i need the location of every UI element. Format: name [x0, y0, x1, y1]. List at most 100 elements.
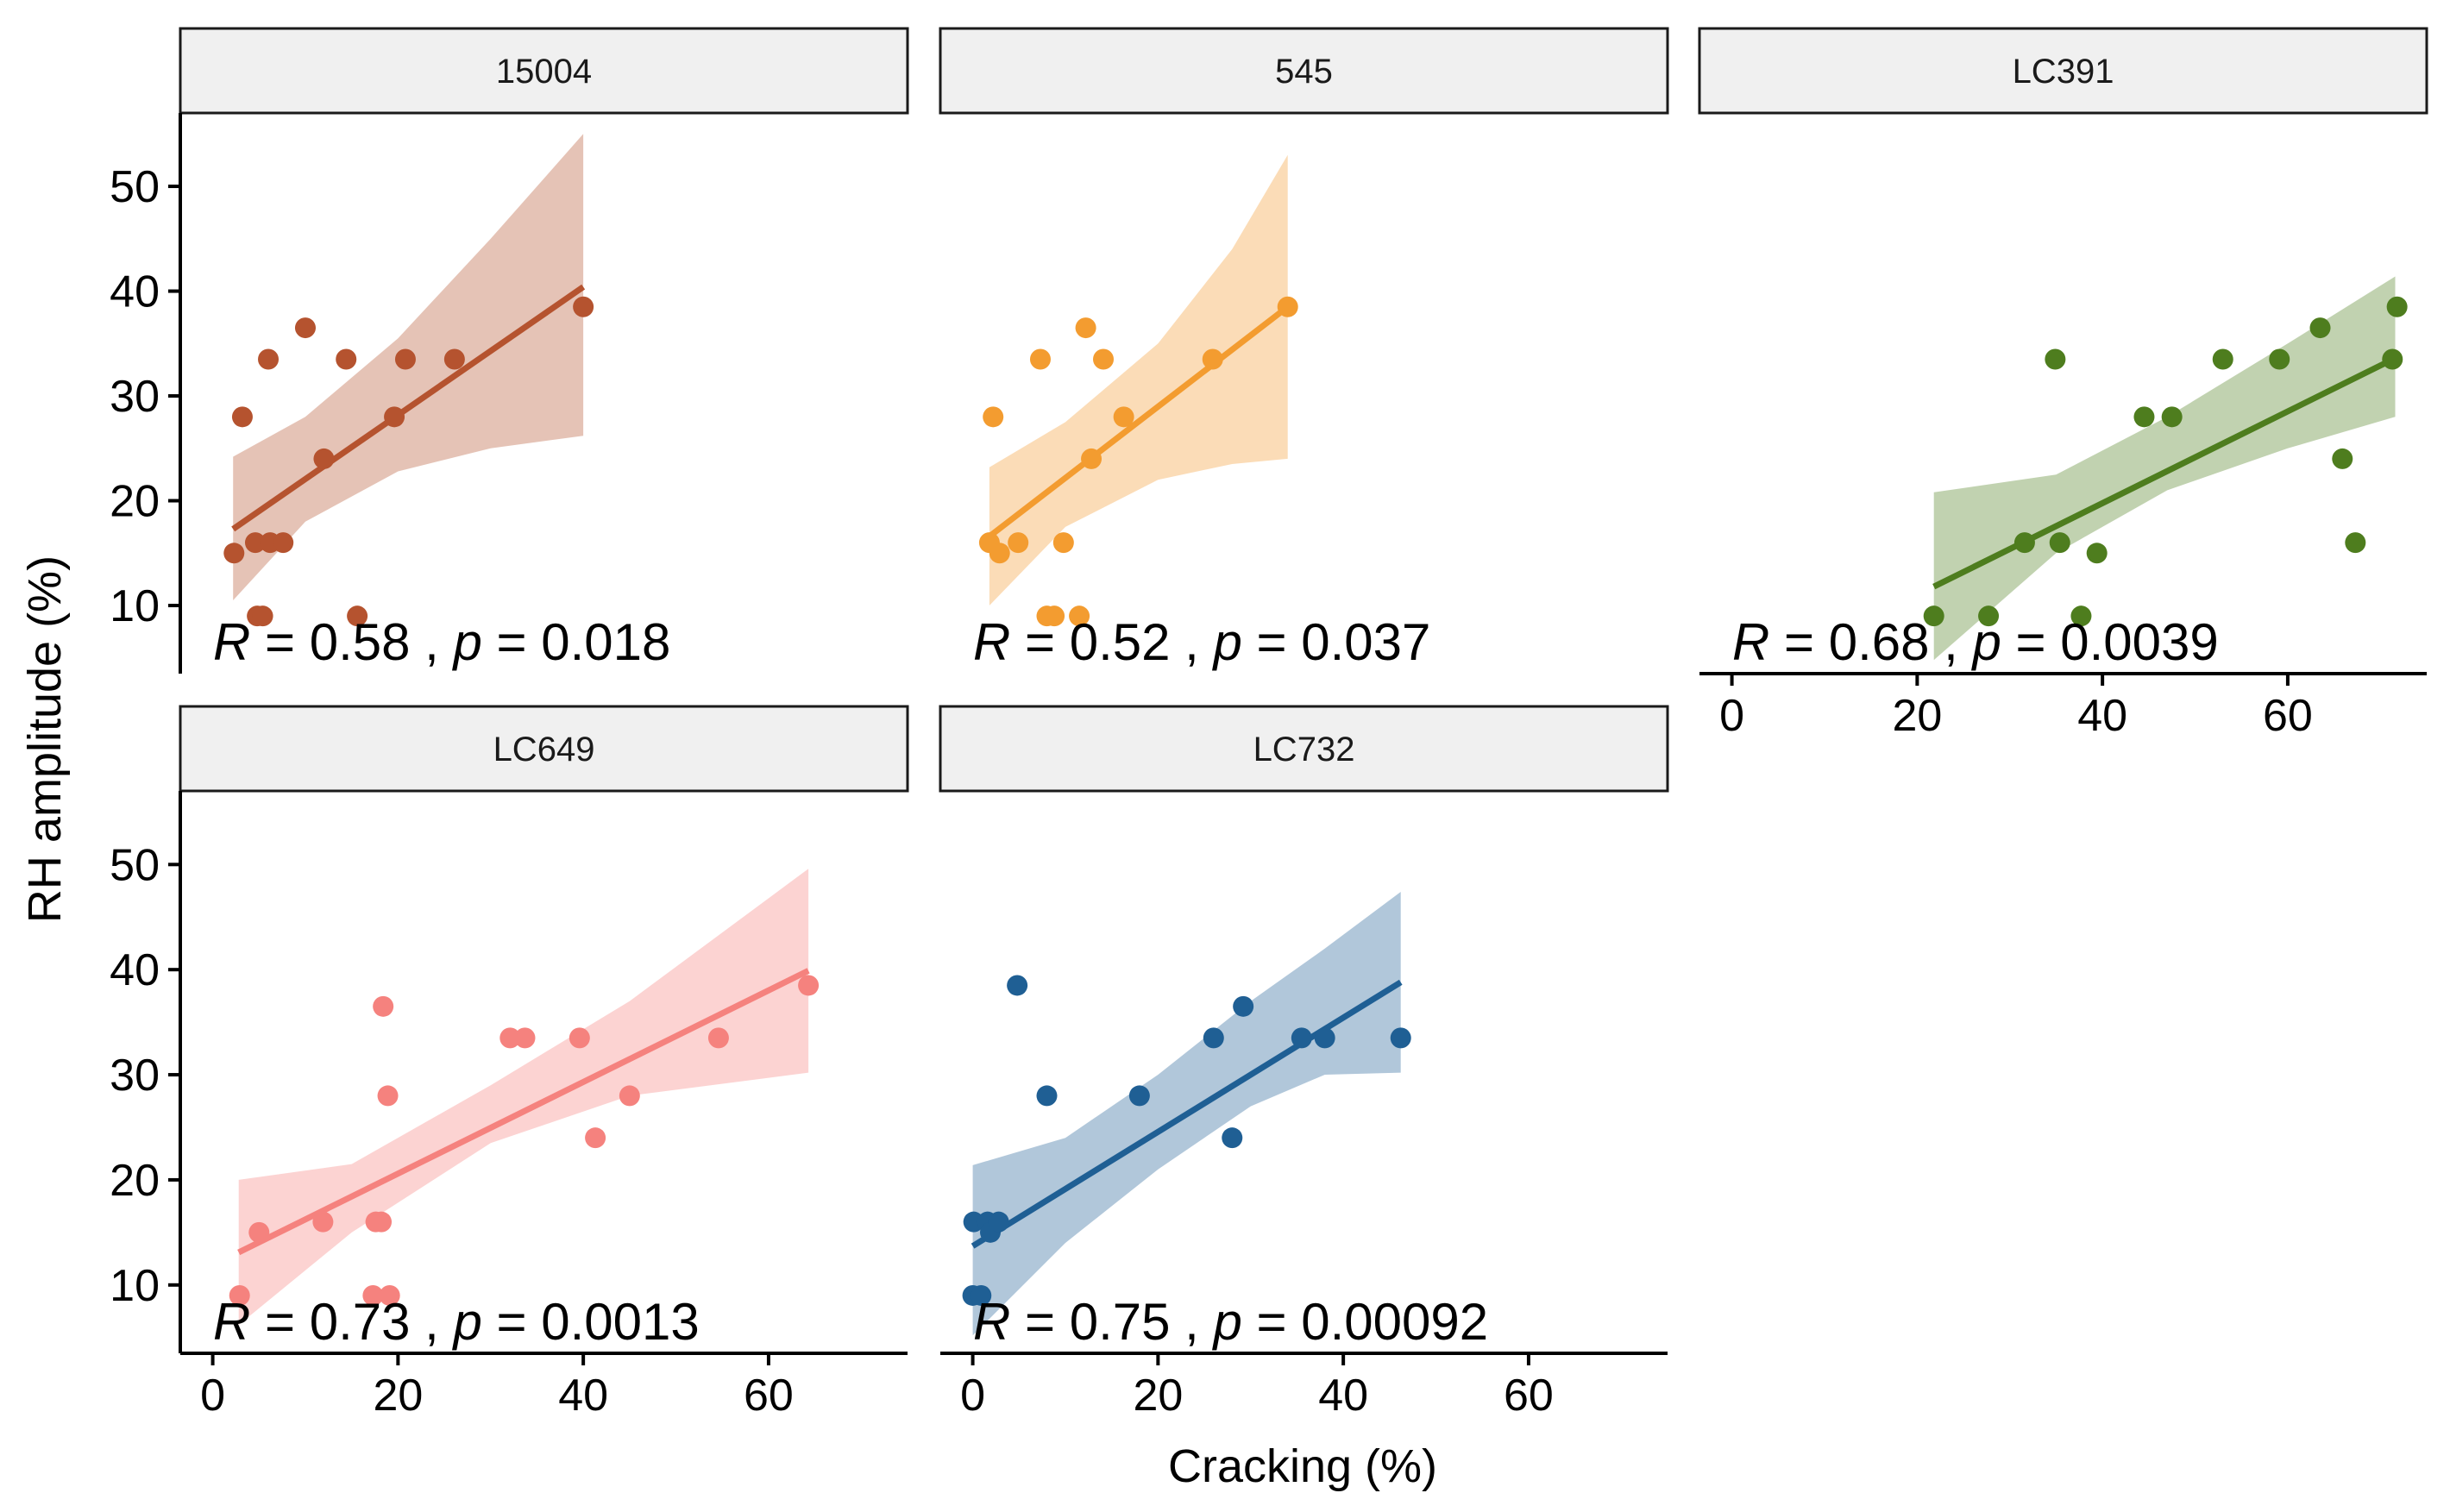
- stat-symbol: p: [452, 613, 482, 671]
- data-point: [707, 1027, 729, 1049]
- correlation-annotation: R = 0.68 , p = 0.0039: [1732, 613, 2219, 671]
- x-tick-label: 60: [1504, 1371, 1554, 1421]
- stat-symbol: p: [1971, 613, 2001, 671]
- data-point: [2269, 348, 2290, 370]
- data-point: [971, 1284, 992, 1306]
- stat-value: = 0.52 ,: [1010, 613, 1213, 671]
- data-point: [371, 1211, 393, 1233]
- data-point: [989, 543, 1010, 564]
- x-tick-label: 40: [2077, 691, 2127, 741]
- y-tick-label: 40: [110, 945, 160, 995]
- stat-value: = 0.018: [482, 613, 671, 671]
- confidence-band: [989, 154, 1288, 606]
- y-axis-title: RH amplitude (%): [19, 555, 71, 923]
- regression-line: [971, 979, 1403, 1249]
- data-point: [1128, 1085, 1150, 1107]
- stat-symbol: R: [213, 613, 250, 671]
- data-point: [2133, 406, 2155, 428]
- data-point: [273, 532, 294, 554]
- facet-strip: [939, 27, 1669, 115]
- data-point: [1008, 532, 1029, 554]
- regression-line: [237, 968, 810, 1256]
- x-axis-title: Cracking (%): [1168, 1440, 1437, 1492]
- data-point: [244, 532, 266, 554]
- x-tick-label: 20: [1133, 1371, 1183, 1421]
- data-point: [2386, 296, 2408, 317]
- data-point: [248, 1221, 270, 1243]
- data-point: [373, 995, 394, 1017]
- data-point: [252, 605, 273, 627]
- data-point: [294, 317, 316, 339]
- data-point: [1202, 348, 1223, 370]
- data-point: [336, 348, 357, 370]
- data-point: [569, 1027, 590, 1049]
- regression-line: [231, 284, 586, 532]
- stat-symbol: R: [213, 1293, 250, 1351]
- stat-symbol: p: [452, 1293, 482, 1351]
- data-point: [231, 406, 253, 428]
- y-tick-label: 30: [110, 372, 160, 422]
- data-point: [1093, 348, 1115, 370]
- data-point: [1978, 605, 2000, 627]
- data-point: [2345, 532, 2366, 554]
- x-tick-label: 0: [1719, 691, 1744, 741]
- data-point: [258, 348, 280, 370]
- x-tick-label: 40: [558, 1371, 608, 1421]
- y-tick-label: 20: [110, 477, 160, 527]
- x-tick-label: 20: [373, 1371, 423, 1421]
- data-point: [983, 406, 1004, 428]
- data-point: [2212, 348, 2233, 370]
- facet-panel-lc391: LC391 0 20 40 60 R = 0.68 , p = 0.0039: [1698, 27, 2428, 741]
- data-point: [1069, 605, 1090, 627]
- x-tick-label: 40: [1318, 1371, 1368, 1421]
- correlation-annotation: R = 0.75 , p = 0.00092: [973, 1293, 1488, 1351]
- x-tick-label: 60: [2263, 691, 2313, 741]
- facet-panel-lc649: LC649 0 20 40 60 10 20 30 40 50 R = 0.73 , p = 0.0…: [110, 705, 909, 1421]
- x-tick-label: 0: [960, 1371, 985, 1421]
- y-tick-label: 10: [110, 1261, 160, 1311]
- y-tick-label: 50: [110, 840, 160, 890]
- data-point: [585, 1127, 606, 1149]
- data-point: [384, 406, 405, 428]
- data-point: [2382, 348, 2403, 370]
- y-tick-label: 20: [110, 1156, 160, 1206]
- data-point: [1233, 995, 1254, 1017]
- y-tick-label: 30: [110, 1051, 160, 1101]
- stat-value: = 0.73 ,: [250, 1293, 453, 1351]
- stat-value: = 0.037: [1242, 613, 1431, 671]
- facet-strip: [179, 27, 909, 115]
- stat-value: = 0.68 ,: [1769, 613, 1972, 671]
- facet-strip: [939, 705, 1669, 793]
- data-point: [362, 1284, 384, 1306]
- facet-strip-label: LC391: [2013, 53, 2114, 91]
- data-point: [514, 1027, 536, 1049]
- confidence-band: [1933, 276, 2396, 661]
- data-point: [988, 1211, 1009, 1233]
- data-point: [379, 1284, 400, 1306]
- data-point: [1390, 1027, 1411, 1049]
- facet-panel-lc732: LC732 0 20 40 60 R = 0.75 , p = 0.00092: [939, 705, 1669, 1421]
- facet-strip-label: 545: [1275, 53, 1333, 91]
- data-point: [2332, 448, 2353, 469]
- data-point: [2309, 317, 2331, 339]
- data-point: [1007, 975, 1028, 996]
- data-point: [313, 448, 335, 469]
- facet-strip-label: LC732: [1253, 731, 1355, 769]
- regression-line: [1932, 355, 2397, 590]
- x-tick-label: 60: [744, 1371, 794, 1421]
- data-point: [312, 1211, 334, 1233]
- stat-symbol: p: [1212, 1293, 1242, 1351]
- facet-strip: [179, 705, 909, 793]
- data-point: [2013, 532, 2035, 554]
- stat-symbol: R: [1732, 613, 1769, 671]
- confidence-band: [238, 869, 809, 1326]
- y-tick-label: 10: [110, 581, 160, 631]
- data-point: [1029, 348, 1051, 370]
- data-point: [1222, 1127, 1243, 1149]
- data-point: [1113, 406, 1134, 428]
- facet-strip: [1698, 27, 2428, 115]
- y-tick-label: 50: [110, 162, 160, 212]
- correlation-annotation: R = 0.73 , p = 0.0013: [213, 1293, 700, 1351]
- data-point: [1052, 532, 1074, 554]
